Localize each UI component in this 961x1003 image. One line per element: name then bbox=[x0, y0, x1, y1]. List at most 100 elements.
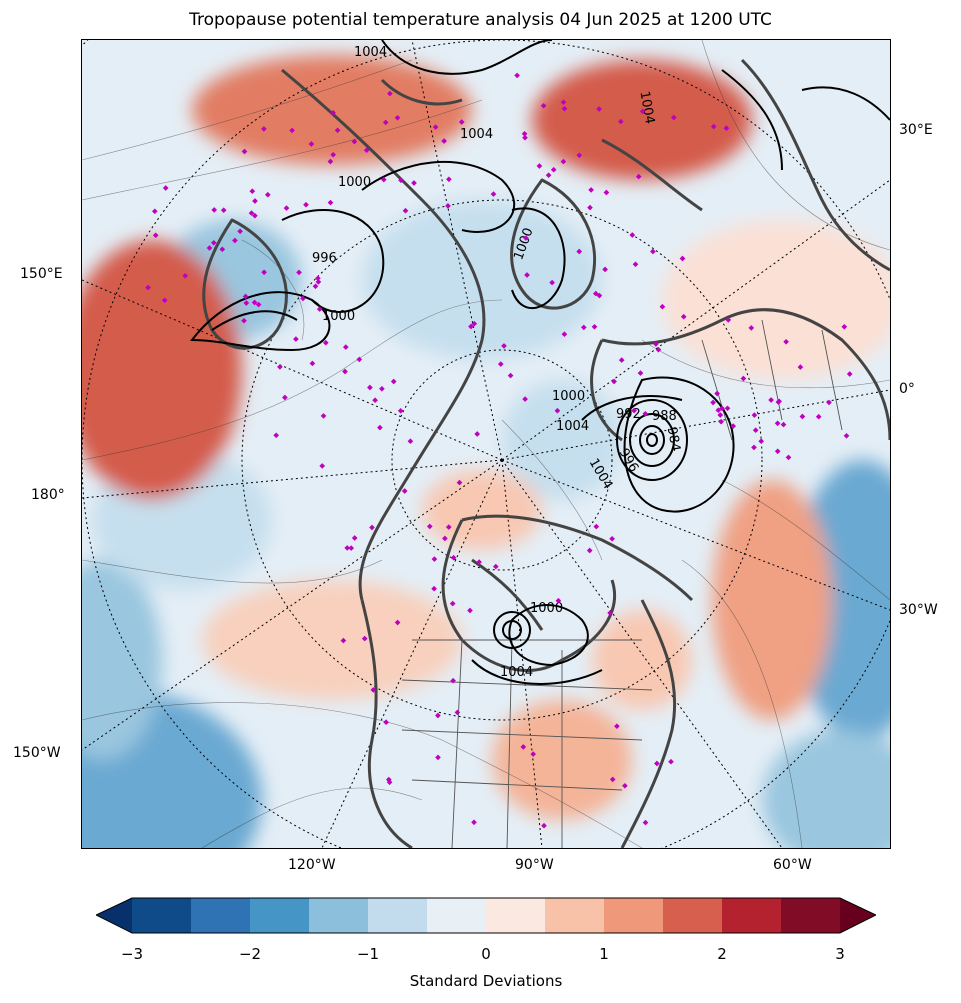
station-marker bbox=[780, 421, 787, 428]
station-marker bbox=[372, 397, 378, 404]
colorbar-label: Standard Deviations bbox=[409, 972, 563, 990]
contour-label: 984 bbox=[664, 426, 683, 453]
station-marker bbox=[632, 261, 639, 268]
station-markers bbox=[145, 72, 853, 829]
station-marker bbox=[330, 151, 337, 158]
station-marker bbox=[523, 235, 529, 241]
station-marker bbox=[255, 301, 262, 308]
station-marker bbox=[232, 237, 238, 244]
station-marker bbox=[653, 341, 659, 347]
political-borders bbox=[401, 319, 843, 848]
station-marker bbox=[363, 147, 370, 154]
colorbar-bin bbox=[132, 898, 192, 933]
station-marker bbox=[609, 535, 615, 542]
station-marker bbox=[248, 210, 255, 216]
station-marker bbox=[251, 299, 258, 306]
station-marker bbox=[774, 420, 781, 427]
station-marker bbox=[320, 413, 327, 419]
station-marker bbox=[846, 371, 853, 377]
station-marker bbox=[426, 523, 433, 530]
station-marker bbox=[561, 105, 568, 112]
contour-label: 1000 bbox=[322, 309, 355, 324]
station-marker bbox=[607, 610, 613, 616]
station-marker bbox=[530, 751, 537, 757]
station-marker bbox=[401, 488, 408, 494]
station-marker bbox=[631, 407, 637, 414]
station-marker bbox=[152, 232, 159, 239]
station-marker bbox=[718, 418, 724, 425]
station-marker bbox=[642, 819, 649, 826]
station-marker bbox=[785, 454, 792, 461]
station-marker bbox=[591, 323, 598, 330]
station-marker bbox=[445, 203, 451, 209]
station-marker bbox=[670, 114, 677, 121]
station-marker bbox=[435, 712, 441, 719]
station-marker bbox=[622, 782, 628, 789]
station-marker bbox=[446, 176, 452, 183]
station-marker bbox=[327, 199, 334, 206]
station-marker bbox=[327, 158, 334, 165]
station-marker bbox=[580, 324, 587, 331]
colorbar bbox=[94, 897, 878, 937]
station-marker bbox=[243, 300, 250, 306]
map-panel[interactable]: 1004 1004 1000 996 1000 1000 1004 1000 1… bbox=[81, 39, 891, 849]
station-marker bbox=[315, 275, 321, 282]
station-marker bbox=[380, 176, 387, 183]
station-marker bbox=[252, 212, 258, 219]
map-title: Tropopause potential temperature analysi… bbox=[189, 10, 772, 30]
station-marker bbox=[356, 356, 363, 363]
station-marker bbox=[561, 331, 568, 338]
station-marker bbox=[377, 424, 383, 431]
station-marker bbox=[312, 283, 319, 290]
station-marker bbox=[282, 394, 288, 401]
contour-label: 1004 bbox=[500, 665, 533, 680]
station-marker bbox=[369, 524, 375, 531]
colorbar-extend-high bbox=[840, 898, 876, 933]
station-marker bbox=[330, 109, 336, 116]
pressure-contours bbox=[189, 40, 890, 685]
station-marker bbox=[576, 248, 583, 255]
station-marker bbox=[261, 269, 267, 276]
contour-label: 1000 bbox=[552, 389, 585, 404]
station-marker bbox=[241, 317, 247, 324]
station-marker bbox=[618, 357, 625, 363]
station-marker bbox=[797, 364, 804, 370]
station-marker bbox=[725, 317, 732, 323]
station-marker bbox=[536, 163, 543, 169]
theta-contours bbox=[82, 40, 890, 848]
station-marker bbox=[490, 191, 497, 197]
station-marker bbox=[540, 102, 547, 109]
lon-label-90w: 90°W bbox=[515, 857, 554, 873]
station-marker bbox=[397, 407, 404, 414]
station-marker bbox=[210, 239, 217, 246]
station-marker bbox=[521, 130, 528, 137]
station-marker bbox=[300, 295, 306, 302]
station-marker bbox=[407, 438, 414, 445]
station-marker bbox=[841, 323, 848, 330]
station-marker bbox=[441, 138, 447, 144]
station-marker bbox=[554, 407, 561, 414]
station-marker bbox=[611, 378, 617, 385]
station-marker bbox=[162, 185, 169, 191]
station-marker bbox=[344, 545, 351, 551]
station-marker bbox=[219, 246, 226, 253]
contour-label: 1000 bbox=[338, 175, 371, 190]
station-marker bbox=[799, 413, 806, 420]
station-marker bbox=[264, 191, 271, 198]
station-marker bbox=[319, 463, 326, 469]
station-marker bbox=[382, 119, 389, 126]
graticule bbox=[82, 40, 890, 848]
station-marker bbox=[524, 272, 530, 278]
station-marker bbox=[303, 201, 309, 208]
station-marker bbox=[402, 207, 409, 214]
station-marker bbox=[642, 410, 649, 417]
station-marker bbox=[476, 559, 482, 565]
station-marker bbox=[458, 119, 465, 125]
station-marker bbox=[182, 272, 189, 279]
station-marker bbox=[432, 124, 439, 130]
tropopause-map: 1004 1004 1000 996 1000 1000 1004 1000 1… bbox=[82, 40, 890, 848]
station-marker bbox=[249, 188, 256, 195]
station-marker bbox=[342, 344, 349, 350]
station-marker bbox=[751, 412, 758, 418]
station-marker bbox=[383, 719, 389, 726]
